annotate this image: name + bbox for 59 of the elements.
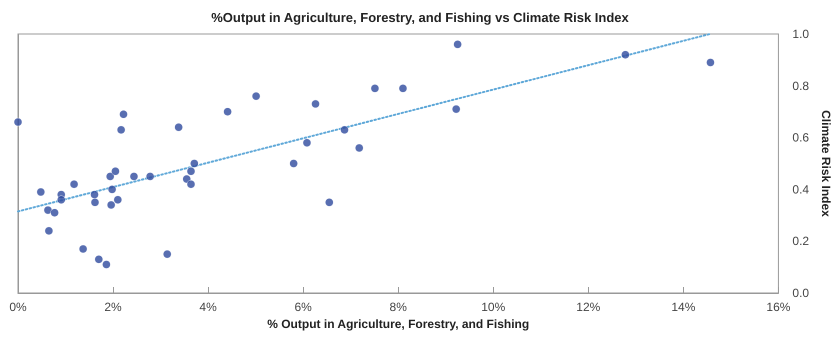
y-axis-title: Climate Risk Index	[819, 110, 833, 218]
point	[182, 174, 191, 184]
x-tick-label: 16%	[766, 300, 791, 314]
point	[119, 110, 128, 119]
point	[302, 138, 312, 148]
point	[398, 84, 408, 93]
point	[340, 126, 349, 134]
point	[452, 104, 460, 114]
point	[111, 167, 120, 176]
x-tick-label: 8%	[390, 300, 408, 314]
y-tick-label: 0.2	[792, 234, 810, 248]
point	[354, 144, 364, 152]
point	[186, 180, 196, 188]
point	[44, 226, 54, 236]
point	[36, 188, 46, 196]
point	[90, 190, 99, 199]
point	[57, 196, 66, 204]
x-tick-label: 12%	[576, 300, 601, 314]
point	[14, 118, 22, 126]
point	[186, 167, 196, 176]
point	[621, 50, 630, 59]
x-tick-label: 4%	[199, 300, 218, 314]
point	[146, 172, 154, 181]
point	[453, 40, 462, 49]
y-tick-label: 0.8	[792, 78, 810, 93]
point	[70, 180, 78, 188]
point	[190, 159, 199, 168]
x-tick-label: 14%	[671, 300, 696, 314]
point	[223, 107, 232, 116]
y-tick-label: 0.6	[792, 130, 810, 145]
point	[50, 208, 59, 217]
x-tick-label: 10%	[481, 300, 506, 314]
point	[90, 198, 100, 207]
y-tick-label: 0.0	[792, 286, 810, 300]
point	[114, 196, 122, 204]
point	[78, 244, 88, 254]
point	[706, 58, 715, 67]
point	[102, 260, 111, 269]
point	[174, 122, 183, 132]
point	[311, 100, 320, 108]
point	[116, 126, 126, 134]
point	[108, 185, 116, 194]
point	[252, 92, 260, 100]
point	[106, 200, 116, 210]
point	[94, 255, 104, 264]
point	[325, 198, 334, 207]
x-tick-label: 6%	[294, 300, 312, 314]
x-axis-title: % Output in Agriculture, Forestry, and Fishing	[267, 316, 530, 331]
point	[44, 206, 52, 214]
point	[370, 84, 380, 93]
point	[130, 172, 138, 181]
point	[106, 172, 114, 181]
y-tick-label: 0.4	[792, 182, 810, 196]
y-tick-label: 1.0	[792, 27, 810, 41]
chart-title: %Output in Agriculture, Forestry, and Fishing vs Climate Risk Index	[211, 10, 630, 25]
x-tick-label: 0%	[9, 300, 27, 314]
x-tick-label: 2%	[104, 300, 122, 314]
point	[162, 250, 172, 258]
point	[289, 159, 298, 168]
